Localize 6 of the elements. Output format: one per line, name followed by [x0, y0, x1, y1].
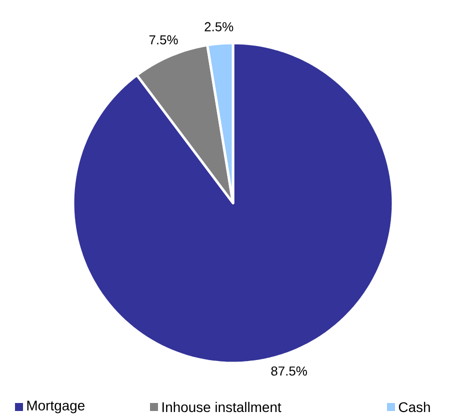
- legend-label: Mortgage: [27, 400, 85, 414]
- data-label: 7.5%: [149, 35, 178, 44]
- data-label: 87.5%: [271, 366, 307, 376]
- legend-label: Cash: [398, 402, 430, 412]
- data-label: 2.5%: [204, 22, 234, 32]
- legend-label: Inhouse installment: [162, 402, 282, 412]
